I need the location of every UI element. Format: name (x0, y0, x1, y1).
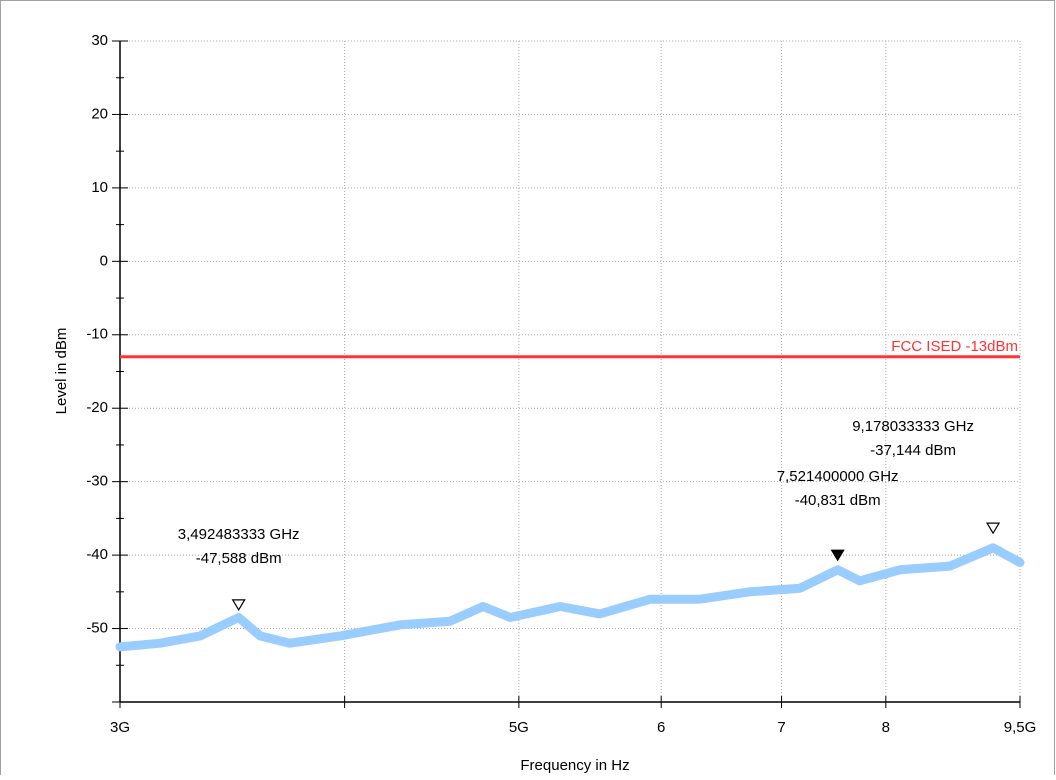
y-tick-label: 20 (91, 105, 108, 122)
y-tick-label: -10 (86, 326, 108, 343)
x-axis-label: Frequency in Hz (520, 757, 629, 774)
marker (231, 599, 246, 612)
marker-freq-label: 9,178033333 GHz (852, 418, 974, 435)
y-tick-label: -50 (86, 620, 108, 637)
x-tick-label: 5G (509, 719, 529, 736)
x-tick-label: 9,5G (1004, 719, 1037, 736)
marker (986, 522, 1001, 535)
marker-level-label: -37,144 dBm (870, 442, 956, 459)
trace (115, 543, 1025, 652)
limit-label: FCC ISED -13dBm (891, 338, 1018, 355)
y-tick-label: 30 (91, 32, 108, 49)
x-tick-label: 8 (882, 719, 890, 736)
x-tick-label: 6 (657, 719, 665, 736)
marker-freq-label: 7,521400000 GHz (777, 468, 899, 485)
marker-level-label: -40,831 dBm (795, 492, 881, 509)
x-tick-label: 7 (777, 719, 785, 736)
marker-freq-label: 3,492483333 GHz (178, 526, 300, 543)
y-tick-label: -20 (86, 399, 108, 416)
y-tick-label: -40 (86, 546, 108, 563)
y-tick-label: 0 (100, 252, 108, 269)
x-tick-label: 3G (110, 719, 130, 736)
y-axis-label: Level in dBm (53, 328, 70, 415)
marker-level-label: -47,588 dBm (196, 550, 282, 567)
marker (830, 549, 845, 562)
y-tick-label: 10 (91, 179, 108, 196)
y-tick-label: -30 (86, 473, 108, 490)
